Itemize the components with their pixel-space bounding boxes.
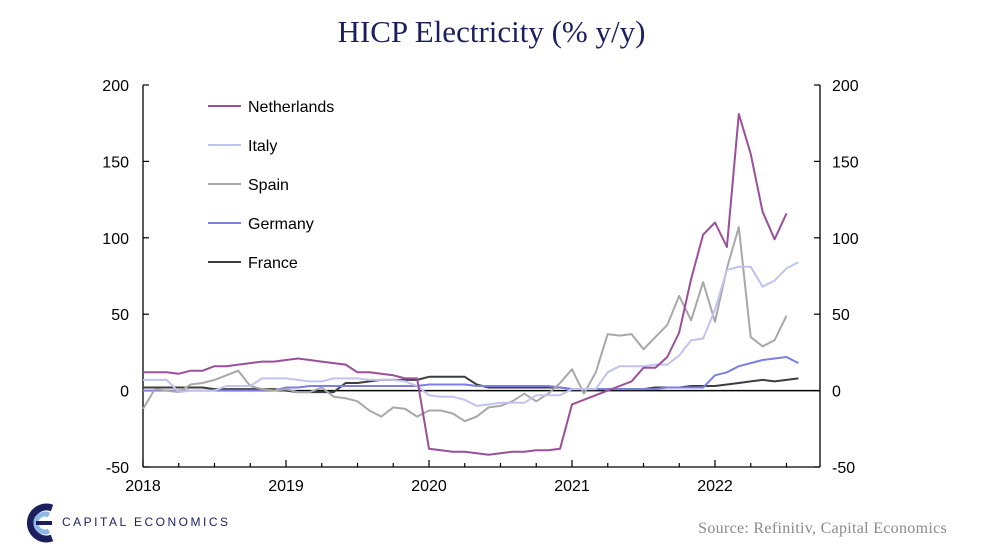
legend-label-france: France [248, 255, 298, 272]
chart-title: HICP Electricity (% y/y) [337, 14, 646, 49]
series-line-france [143, 375, 799, 394]
y-tick-label-right: 50 [832, 307, 850, 324]
series-line-spain [142, 226, 788, 423]
logo-mark-icon [27, 503, 54, 543]
x-tick-label: 2022 [697, 478, 733, 495]
chart-axes: -50 -50 0 0 50 50 100 100 150 150 200 200 2018 2019 20… [102, 78, 859, 495]
y-tick-label-left: 150 [102, 154, 129, 171]
y-tick-label-left: 200 [102, 78, 129, 95]
series-line-italy [143, 261, 799, 407]
legend-label-spain: Spain [248, 177, 289, 194]
chart-series [142, 113, 799, 456]
chart-legend: Netherlands Italy Spain Germany France [208, 99, 334, 272]
legend-label-italy: Italy [248, 138, 277, 155]
source-note: Source: Refinitiv, Capital Economics [698, 520, 947, 537]
capital-economics-logo: CAPITAL ECONOMICS [22, 500, 252, 550]
legend-label-netherlands: Netherlands [248, 99, 334, 116]
x-tick-label: 2019 [268, 478, 304, 495]
y-tick-label-left: 50 [111, 307, 129, 324]
y-tick-label-right: 0 [832, 384, 841, 401]
x-tick-label: 2020 [411, 478, 447, 495]
legend-label-germany: Germany [248, 216, 314, 233]
y-tick-label-left: 0 [120, 384, 129, 401]
brand-name: CAPITAL ECONOMICS [62, 515, 231, 529]
x-tick-label: 2018 [125, 478, 161, 495]
x-tick-label: 2021 [554, 478, 590, 495]
y-tick-label-left: 100 [102, 231, 129, 248]
series-line-netherlands [143, 113, 788, 456]
y-tick-label-right: -50 [832, 460, 855, 477]
y-tick-label-right: 200 [832, 78, 859, 95]
y-tick-label-right: 100 [832, 231, 859, 248]
y-tick-label-right: 150 [832, 154, 859, 171]
y-tick-label-left: -50 [106, 460, 129, 477]
series-line-germany [143, 356, 799, 392]
